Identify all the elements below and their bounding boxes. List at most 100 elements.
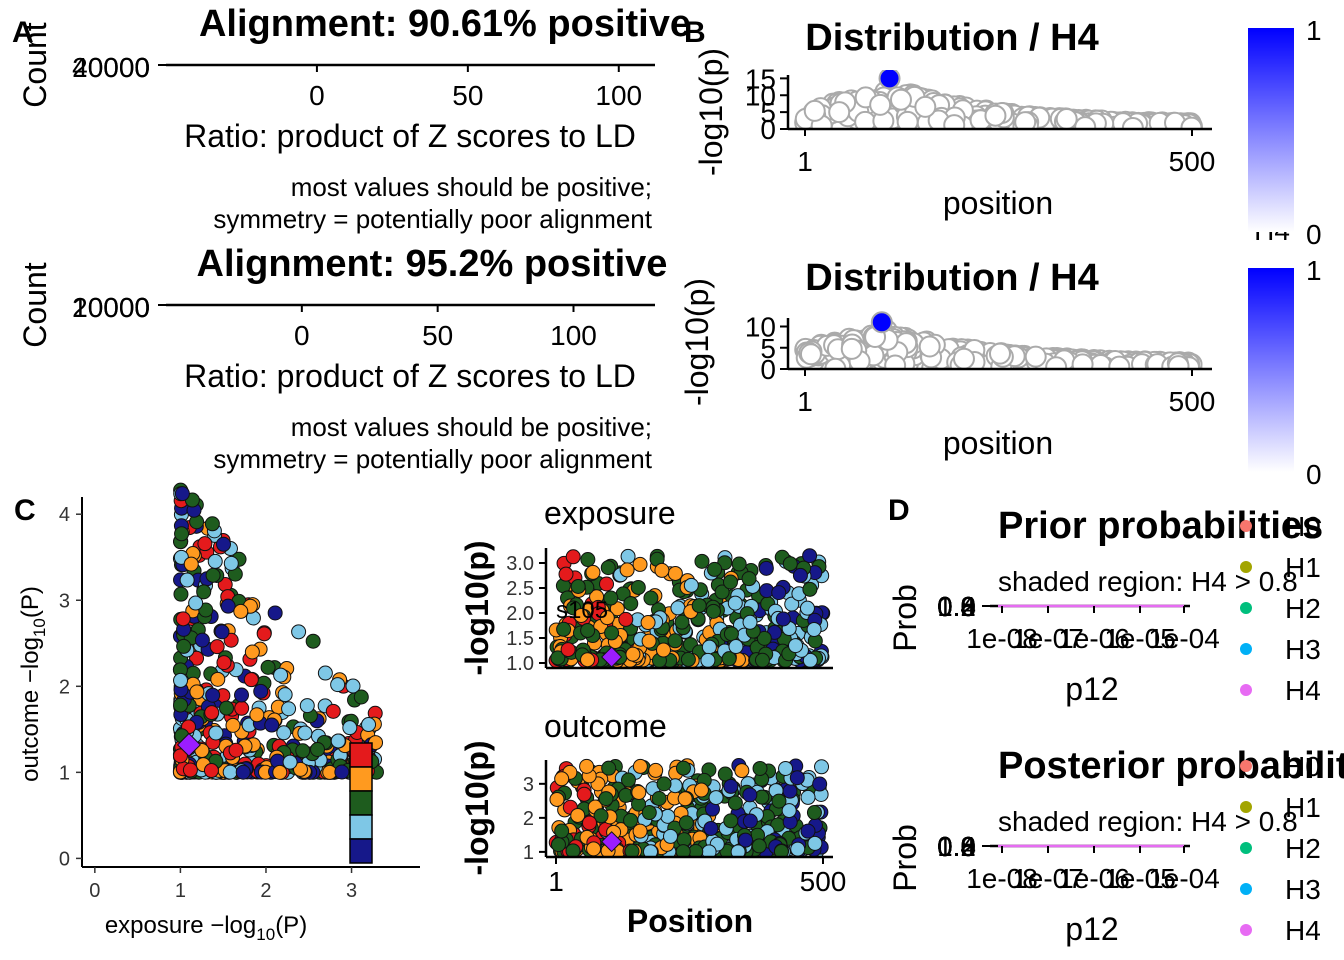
variant-point bbox=[194, 632, 210, 648]
variant-point bbox=[276, 725, 292, 741]
variant-point bbox=[700, 652, 716, 668]
variant-point bbox=[272, 764, 288, 780]
variant-point bbox=[277, 687, 293, 703]
variant-point bbox=[648, 762, 664, 778]
variant-point bbox=[655, 642, 671, 658]
variant-point bbox=[788, 638, 804, 654]
variant-point bbox=[176, 638, 192, 654]
variant-point bbox=[182, 762, 198, 778]
variant-point bbox=[1045, 356, 1068, 370]
variant-point bbox=[260, 659, 276, 675]
variant-point bbox=[683, 577, 699, 593]
variant-point bbox=[799, 343, 822, 366]
variant-point bbox=[619, 562, 635, 578]
variant-point bbox=[693, 782, 709, 798]
legend-entry: H0 bbox=[1285, 511, 1321, 542]
variant-point bbox=[631, 785, 647, 801]
variant-point bbox=[556, 621, 572, 637]
variant-point bbox=[219, 700, 235, 716]
variant-point bbox=[325, 703, 341, 719]
variant-point bbox=[667, 565, 683, 581]
panel-label-a: A bbox=[12, 16, 34, 49]
x-axis-label: Ratio: product of Z scores to LD bbox=[184, 118, 636, 154]
y-axis-label: Count bbox=[17, 262, 53, 348]
variant-point bbox=[640, 615, 656, 631]
variant-point bbox=[208, 725, 224, 741]
x-axis-label: position bbox=[943, 185, 1053, 221]
legend-swatch bbox=[1240, 643, 1252, 655]
variant-point bbox=[730, 844, 746, 857]
y-tick-label: 0 bbox=[760, 354, 776, 385]
snp-annotation: s105 bbox=[556, 597, 608, 624]
y-axis-label: Prob bbox=[887, 584, 923, 652]
y-tick-label: 2 bbox=[523, 808, 534, 830]
chart-title: Prior probabilities bbox=[998, 505, 1323, 547]
caption-line-1: most values should be positive; bbox=[291, 412, 652, 442]
y-tick-label: 3.0 bbox=[506, 553, 534, 575]
variant-point bbox=[317, 665, 333, 681]
variant-point bbox=[752, 760, 768, 776]
variant-point bbox=[869, 93, 892, 116]
y-tick-label: 0.0 bbox=[937, 831, 976, 862]
variant-point bbox=[579, 758, 595, 774]
legend-entry: H3 bbox=[1285, 874, 1321, 905]
variant-point bbox=[675, 844, 691, 857]
lead-variant-point bbox=[878, 70, 901, 90]
y-tick-label: 3 bbox=[59, 590, 70, 612]
variant-point bbox=[734, 763, 750, 779]
variant-point bbox=[220, 598, 236, 614]
variant-point bbox=[214, 624, 230, 640]
color-scale-swatch bbox=[349, 766, 373, 792]
y-axis-label: -log10(p) bbox=[459, 540, 495, 675]
x-axis-label: exposure −log10(P) bbox=[105, 912, 307, 944]
y-axis-label: -log10(p) bbox=[459, 740, 495, 875]
variant-point bbox=[1180, 116, 1203, 130]
caption-line-2: symmetry = potentially poor alignment bbox=[213, 204, 652, 234]
x-tick-label: 1 bbox=[797, 146, 813, 177]
variant-point bbox=[353, 689, 369, 705]
y-tick-label: 0 bbox=[134, 52, 150, 83]
y-axis-label: Prob bbox=[887, 824, 923, 892]
variant-point bbox=[1089, 353, 1112, 370]
variant-point bbox=[560, 642, 576, 658]
chart-title: outcome bbox=[544, 708, 667, 744]
variant-point bbox=[723, 778, 739, 794]
variant-point bbox=[173, 586, 189, 602]
chart-subtitle: shaded region: H4 > 0.8 bbox=[998, 806, 1298, 837]
variant-point bbox=[581, 815, 597, 831]
x-tick-label: 1e-04 bbox=[1148, 863, 1220, 894]
caption-line-2: symmetry = potentially poor alignment bbox=[213, 444, 652, 474]
legend-entry: H3 bbox=[1285, 634, 1321, 665]
variant-point bbox=[342, 720, 358, 736]
x-axis-label: Ratio: product of Z scores to LD bbox=[184, 358, 636, 394]
panel-label-d: D bbox=[888, 494, 910, 527]
y-tick-label: 2 bbox=[59, 676, 70, 698]
variant-point bbox=[782, 783, 798, 799]
variant-point bbox=[570, 807, 586, 823]
variant-point bbox=[840, 337, 863, 360]
variant-point bbox=[680, 651, 696, 667]
y-tick-label: 1.0 bbox=[506, 653, 534, 675]
x-axis-label: position bbox=[943, 425, 1053, 461]
variant-point bbox=[291, 624, 307, 640]
variant-point bbox=[204, 516, 220, 532]
x-tick-label: 0 bbox=[294, 320, 310, 351]
y-tick-label: 3 bbox=[523, 774, 534, 796]
variant-point bbox=[305, 633, 321, 649]
chart-title: Posterior probabilities bbox=[998, 745, 1344, 787]
variant-point bbox=[549, 791, 565, 807]
y-axis-label: -log10(p) bbox=[679, 278, 715, 406]
x-tick-label: 1e-07 bbox=[1012, 863, 1084, 894]
variant-point bbox=[573, 607, 589, 623]
variant-point bbox=[918, 335, 941, 358]
legend-swatch bbox=[1240, 602, 1252, 614]
variant-point bbox=[771, 793, 787, 809]
caption-line-1: most values should be positive; bbox=[291, 172, 652, 202]
variant-point bbox=[570, 578, 586, 594]
lead-variant-marker bbox=[601, 646, 623, 668]
x-tick-label: 100 bbox=[595, 80, 642, 111]
y-tick-label: 0.6 bbox=[937, 591, 976, 622]
y-tick-label: 10 bbox=[745, 312, 776, 343]
y-axis-label: -log10(p) bbox=[693, 48, 729, 176]
